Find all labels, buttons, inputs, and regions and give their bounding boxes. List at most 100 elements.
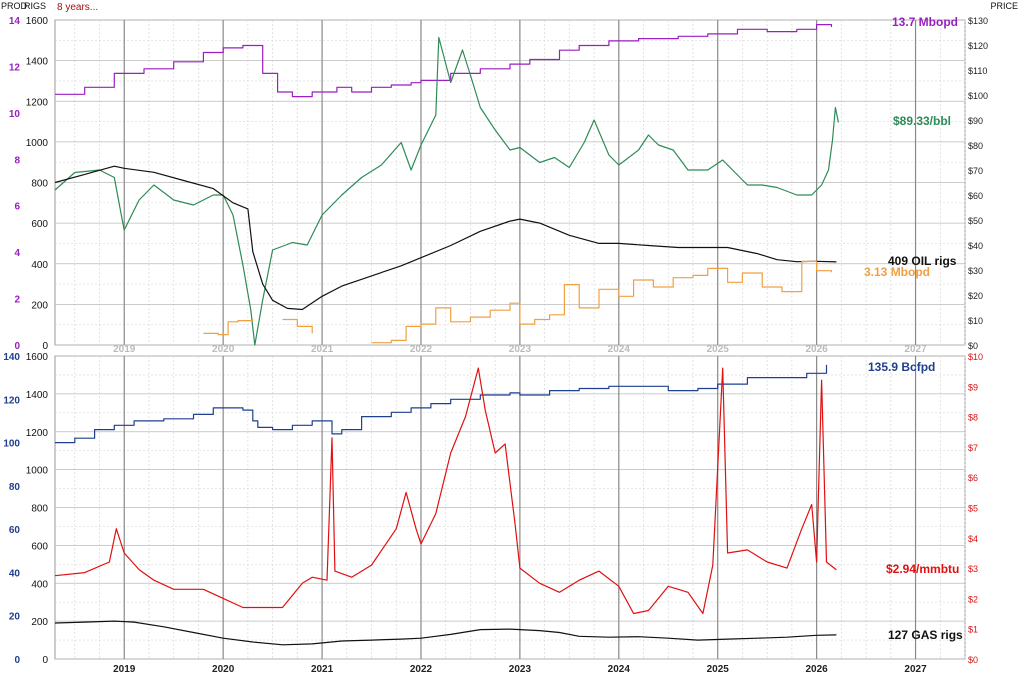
x-tick-label: 2024 xyxy=(608,344,631,355)
gas-rigs-label: 127 GAS rigs xyxy=(888,628,963,642)
price-tick-label: $5 xyxy=(968,504,978,514)
rigs-tick-label: 1600 xyxy=(26,16,49,27)
x-tick-label: 2022 xyxy=(410,664,433,675)
price-tick-label: $130 xyxy=(968,16,988,26)
oil-axes: 2019 2020 2021 2022 2023 2024 2025 2026 2027 0 2 4 6… xyxy=(9,16,988,355)
production-tick-label: 40 xyxy=(9,568,21,579)
production-tick-label: 100 xyxy=(3,439,20,450)
production-tick-label: 4 xyxy=(14,248,20,259)
gas-production-label: 135.9 Bcfpd xyxy=(868,360,935,374)
rigs-tick-label: 200 xyxy=(31,300,48,311)
price-tick-label: $8 xyxy=(968,413,978,423)
x-tick-label: 2020 xyxy=(212,664,235,675)
gas-price-label: $2.94/mmbtu xyxy=(886,562,959,576)
rigs-tick-label: 0 xyxy=(42,341,48,352)
rigs-tick-label: 200 xyxy=(31,617,48,628)
production-tick-label: 6 xyxy=(14,202,20,213)
rigs-tick-label: 800 xyxy=(31,179,48,190)
oil-frac-line xyxy=(203,260,833,344)
oil-series xyxy=(54,24,839,346)
rigs-tick-label: 400 xyxy=(31,260,48,271)
price-tick-label: $40 xyxy=(968,241,983,251)
production-tick-label: 0 xyxy=(14,341,20,352)
gas-grid xyxy=(55,355,966,660)
oil-price-line xyxy=(54,36,839,346)
rigs-tick-label: 600 xyxy=(31,541,48,552)
price-tick-label: $60 xyxy=(968,191,983,201)
rigs-tick-label: 1600 xyxy=(26,352,49,363)
production-tick-label: 120 xyxy=(3,395,20,406)
x-tick-label: 2024 xyxy=(608,664,631,675)
x-tick-label: 2025 xyxy=(707,664,730,675)
x-tick-label: 2019 xyxy=(113,664,136,675)
gas-panel: 2019 2020 2021 2022 2023 2024 2025 2026 2027 0 20 4… xyxy=(3,352,983,675)
rigs-tick-label: 1200 xyxy=(26,97,49,108)
x-tick-label: 2022 xyxy=(410,344,433,355)
price-tick-label: $90 xyxy=(968,116,983,126)
gas-series-labels: 135.9 Bcfpd $2.94/mmbtu 127 GAS rigs xyxy=(868,360,963,642)
price-tick-label: $50 xyxy=(968,216,983,226)
price-tick-label: $30 xyxy=(968,266,983,276)
rigs-tick-label: 800 xyxy=(31,504,48,515)
price-tick-label: $20 xyxy=(968,291,983,301)
oil-production-line xyxy=(55,24,833,98)
oil-grid xyxy=(55,19,966,346)
rigs-tick-label: 400 xyxy=(31,579,48,590)
production-tick-label: 12 xyxy=(9,62,21,73)
price-tick-label: $9 xyxy=(968,382,978,392)
header-prod-label: PROD xyxy=(1,1,28,11)
header-price-label: PRICE xyxy=(990,1,1018,11)
production-tick-label: 14 xyxy=(9,16,21,27)
x-tick-label: 2023 xyxy=(509,664,532,675)
production-tick-label: 0 xyxy=(14,655,20,666)
x-tick-label: 2019 xyxy=(113,344,136,355)
price-tick-label: $10 xyxy=(968,316,983,326)
price-tick-label: $2 xyxy=(968,594,978,604)
price-tick-label: $3 xyxy=(968,564,978,574)
price-tick-label: $0 xyxy=(968,655,978,665)
price-tick-label: $7 xyxy=(968,443,978,453)
gas-price-line xyxy=(54,367,837,615)
oil-frac-label: 3.13 Mbopd xyxy=(864,265,930,279)
rigs-tick-label: 1000 xyxy=(26,466,49,477)
rigs-tick-label: 1200 xyxy=(26,428,49,439)
x-tick-label: 2025 xyxy=(707,344,730,355)
oil-panel: 2019 2020 2021 2022 2023 2024 2025 2026 2027 0 2 4 6… xyxy=(9,15,988,355)
x-tick-label: 2026 xyxy=(806,344,829,355)
price-tick-label: $1 xyxy=(968,625,978,635)
price-tick-label: $120 xyxy=(968,41,988,51)
production-tick-label: 10 xyxy=(9,109,21,120)
rigs-tick-label: 1000 xyxy=(26,138,49,149)
price-tick-label: $0 xyxy=(968,341,978,351)
oil-price-label: $89.33/bbl xyxy=(893,114,951,128)
header-rigs-label: RIGS xyxy=(24,1,46,11)
x-tick-label: 2020 xyxy=(212,344,235,355)
production-tick-label: 60 xyxy=(9,525,21,536)
production-tick-label: 2 xyxy=(14,295,20,306)
rigs-tick-label: 1400 xyxy=(26,390,49,401)
x-tick-label: 2021 xyxy=(311,344,334,355)
price-tick-label: $80 xyxy=(968,141,983,151)
price-tick-label: $100 xyxy=(968,91,988,101)
gas-series xyxy=(54,364,837,646)
production-tick-label: 20 xyxy=(9,612,21,623)
x-tick-label: 2027 xyxy=(904,664,927,675)
x-tick-label: 2026 xyxy=(806,664,829,675)
rigs-tick-label: 600 xyxy=(31,219,48,230)
header-period-label: 8 years... xyxy=(57,2,98,13)
price-tick-label: $110 xyxy=(968,66,987,76)
production-tick-label: 140 xyxy=(3,352,20,363)
gas-production-line xyxy=(55,364,828,444)
rigs-tick-label: 0 xyxy=(42,655,48,666)
x-tick-label: 2023 xyxy=(509,344,532,355)
x-tick-label: 2027 xyxy=(904,344,927,355)
oil-production-label: 13.7 Mbopd xyxy=(892,15,958,29)
production-tick-label: 8 xyxy=(14,155,20,166)
gas-rigs-line xyxy=(54,620,837,646)
price-tick-label: $10 xyxy=(968,352,983,362)
rigs-tick-label: 1400 xyxy=(26,57,49,68)
oil-rigs-line xyxy=(54,165,837,311)
